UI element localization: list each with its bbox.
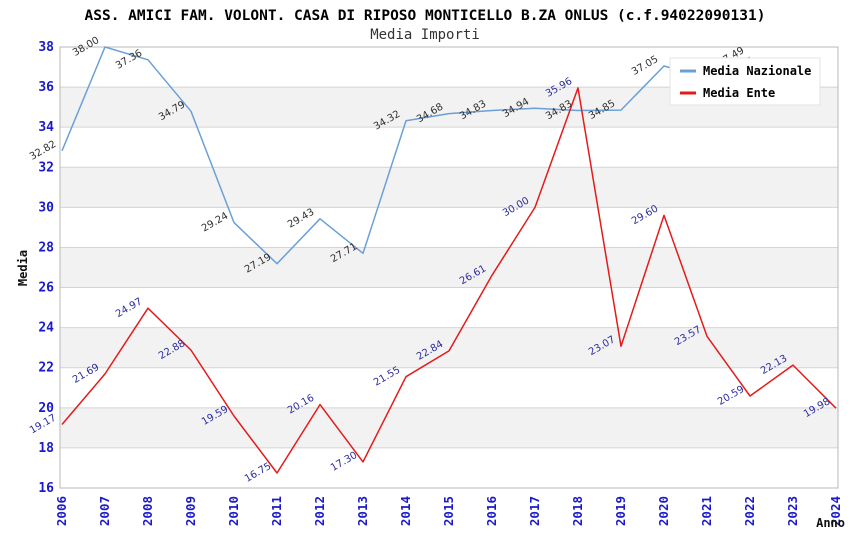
plot-bands [60, 87, 838, 448]
y-tick-label: 20 [38, 401, 54, 416]
y-tick-label: 32 [38, 160, 54, 175]
y-tick-label: 38 [38, 40, 54, 55]
x-tick-label: 2008 [140, 496, 155, 526]
x-tick-label: 2014 [398, 496, 413, 526]
plot-band [60, 247, 838, 288]
data-point-label: 32.82 [28, 139, 58, 163]
data-point-label: 16.75 [243, 461, 273, 485]
media-nazionale-line [61, 46, 751, 265]
y-axis-title: Media [16, 250, 30, 286]
x-tick-label: 2009 [183, 496, 198, 526]
y-tick-label: 28 [38, 240, 54, 255]
x-tick-label: 2015 [441, 496, 456, 526]
x-tick-label: 2010 [226, 496, 241, 526]
data-point-label: 38.00 [71, 35, 101, 59]
series-lines [61, 46, 837, 474]
x-tick-label: 2020 [656, 496, 671, 526]
chart-title: ASS. AMICI FAM. VOLONT. CASA DI RIPOSO M… [85, 8, 766, 24]
y-tick-label: 34 [38, 120, 54, 135]
y-tick-label: 16 [38, 481, 54, 496]
x-tick-label: 2021 [699, 496, 714, 526]
x-tick-label: 2016 [484, 496, 499, 526]
y-tick-label: 18 [38, 441, 54, 456]
y-tick-label: 24 [38, 321, 54, 336]
plot-band [60, 327, 838, 368]
x-axis-title: Anno [816, 516, 845, 530]
plot-band [60, 407, 838, 448]
legend-label-media-ente: Media Ente [703, 86, 775, 100]
x-tick-label: 2006 [54, 496, 69, 526]
y-tick-label: 26 [38, 281, 54, 296]
x-tick-label: 2024 [828, 496, 843, 526]
data-point-label: 29.24 [200, 211, 230, 235]
x-tick-label: 2007 [97, 496, 112, 526]
x-tick-label: 2013 [355, 496, 370, 526]
data-point-label: 24.97 [114, 296, 144, 320]
data-point-label: 17.30 [329, 450, 359, 474]
plot-frame [59, 46, 839, 489]
data-point-label: 20.59 [716, 384, 746, 408]
plot-border [59, 46, 839, 489]
legend-box [669, 57, 821, 106]
y-tick-label: 30 [38, 200, 54, 215]
x-tick-label: 2019 [613, 496, 628, 526]
data-point-label: 19.17 [28, 412, 58, 436]
plot-band [60, 167, 838, 208]
x-tick-label: 2023 [785, 496, 800, 526]
x-tick-label: 2017 [527, 496, 542, 526]
y-tick-label: 36 [38, 80, 54, 95]
x-tick-label: 2012 [312, 496, 327, 526]
media-ente-line [61, 87, 837, 474]
legend: Media Nazionale Media Ente [669, 57, 821, 106]
x-tick-label: 2018 [570, 496, 585, 526]
y-tick-label: 22 [38, 361, 54, 376]
x-tick-label: 2022 [742, 496, 757, 526]
x-tick-label: 2011 [269, 496, 284, 526]
y-tick-labels: 16 18 20 22 24 26 28 30 32 34 36 38 [38, 40, 54, 496]
legend-label-media-nazionale: Media Nazionale [703, 64, 811, 78]
chart-subtitle: Media Importi [370, 27, 480, 43]
data-point-label: 21.55 [372, 365, 402, 389]
x-tick-labels: 2006 2007 2008 2009 2010 2011 2012 2013 2014 2015… [54, 496, 843, 526]
